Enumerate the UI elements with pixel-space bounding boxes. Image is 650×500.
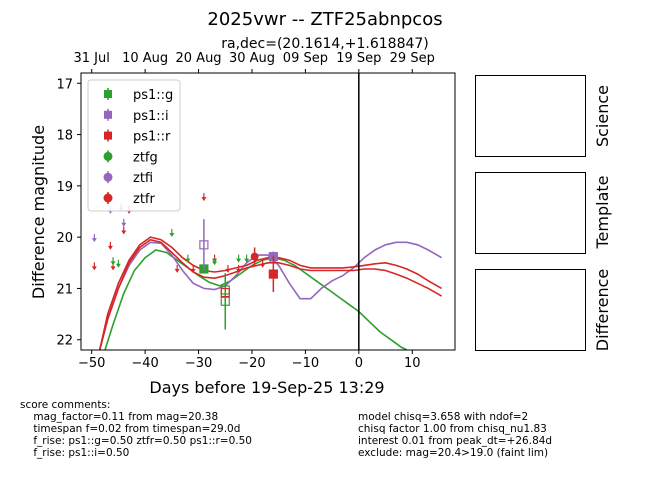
legend-label-ps1-i: ps1::i xyxy=(133,109,169,124)
legend-marker-square xyxy=(104,90,112,98)
model-comments: model chisq=3.658 with ndof=2 chisq fact… xyxy=(358,411,553,459)
top-tick-label: 20 Aug xyxy=(176,51,222,66)
legend-label-ztfi: ztfi xyxy=(133,171,153,186)
legend-marker-circle xyxy=(103,172,113,182)
upper-limit-r-2 xyxy=(110,266,116,271)
upper-limit-r-0 xyxy=(91,266,97,271)
upper-limit-g-12 xyxy=(110,261,116,266)
upper-limit-i-20 xyxy=(91,238,97,243)
upper-limit-g-18 xyxy=(244,258,250,263)
y-tick-label: 19 xyxy=(56,180,73,195)
model-curve-i-1 xyxy=(98,241,443,350)
legend-marker-circle xyxy=(103,193,113,203)
upper-limit-r-6 xyxy=(190,268,196,273)
legend-label-ztfr: ztfr xyxy=(133,192,155,207)
legend-marker-square xyxy=(104,131,112,140)
upper-limit-g-15 xyxy=(185,258,191,263)
x-tick-label: −20 xyxy=(238,356,265,371)
upper-limit-r-5 xyxy=(174,268,180,273)
x-tick-label: −10 xyxy=(292,356,319,371)
upper-limit-g-14 xyxy=(169,233,175,238)
top-tick-label: 10 Aug xyxy=(122,51,168,66)
legend-marker-square xyxy=(104,110,112,119)
upper-limit-r-1 xyxy=(107,245,113,250)
upper-limit-i-23 xyxy=(121,222,127,227)
upper-limit-r-3 xyxy=(121,230,127,235)
top-tick-label: 09 Sep xyxy=(283,51,328,66)
score-comments: score comments: mag_factor=0.11 from mag… xyxy=(20,399,252,459)
y-tick-label: 21 xyxy=(56,282,73,297)
plot-frame xyxy=(80,72,456,351)
upper-limit-g-16 xyxy=(212,261,218,266)
difference-panel xyxy=(475,269,586,351)
detection-ps1::g-2 xyxy=(220,296,230,306)
top-tick-label: 31 Jul xyxy=(74,51,110,66)
upper-limit-r-11 xyxy=(260,263,266,268)
upper-limit-g-13 xyxy=(115,263,121,268)
science-label: Science xyxy=(593,84,612,148)
x-tick-label: −50 xyxy=(78,356,105,371)
upper-limit-r-10 xyxy=(236,268,242,273)
y-tick-label: 17 xyxy=(56,77,73,92)
y-tick-label: 20 xyxy=(56,231,73,246)
top-tick-label: 29 Sep xyxy=(390,51,435,66)
detection-ztfr-7 xyxy=(250,252,259,261)
model-curve-r-3 xyxy=(98,238,443,350)
upper-limit-g-17 xyxy=(236,258,242,263)
top-tick-label: 19 Sep xyxy=(336,51,381,66)
x-tick-label: −40 xyxy=(131,356,158,371)
x-tick-label: 10 xyxy=(404,356,421,371)
legend-label-ztfg: ztfg xyxy=(133,150,158,165)
upper-limit-r-7 xyxy=(201,197,207,202)
legend-label-ps1-g: ps1::g xyxy=(133,88,173,103)
x-tick-label: 0 xyxy=(355,356,363,371)
detection-ps1::r-6 xyxy=(268,269,278,279)
chart-subtitle: ra,dec=(20.1614,+1.618847) xyxy=(221,36,429,52)
y-axis-label: Difference magnitude xyxy=(29,125,48,299)
detection-ps1::i-3 xyxy=(199,240,209,250)
legend-marker-circle xyxy=(103,151,113,161)
y-tick-label: 22 xyxy=(56,334,73,349)
model-curve-g-0 xyxy=(104,249,408,350)
detection-ps1::r-5 xyxy=(220,287,230,298)
x-axis-label: Days before 19-Sep-25 13:29 xyxy=(149,378,384,397)
x-tick-label: −30 xyxy=(185,356,212,371)
y-tick-label: 18 xyxy=(56,129,73,144)
model-curve-r-2 xyxy=(98,236,442,350)
upper-limit-r-9 xyxy=(225,268,231,273)
chart-title: 2025vwr -- ZTF25abnpcos xyxy=(207,9,442,30)
template-panel xyxy=(475,172,586,254)
top-tick-label: 30 Aug xyxy=(229,51,275,66)
template-label: Template xyxy=(593,175,612,249)
difference-label: Difference xyxy=(593,268,612,352)
science-panel xyxy=(475,75,586,157)
legend-label-ps1-r: ps1::r xyxy=(133,130,171,145)
